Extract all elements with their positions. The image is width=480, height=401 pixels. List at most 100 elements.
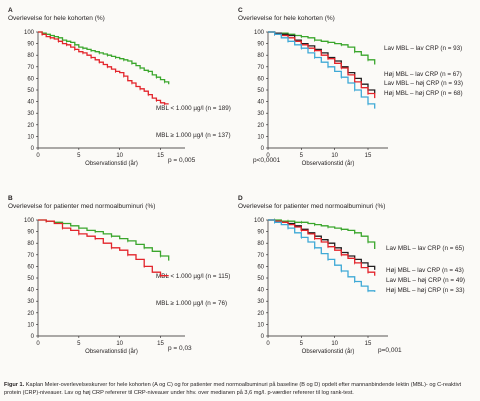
x-tick-label: 0: [36, 153, 40, 159]
x-axis-label: Observationstid (år): [302, 160, 355, 167]
y-tick-label: 0: [261, 334, 265, 340]
x-tick-label: 0: [266, 341, 270, 347]
x-tick-label: 10: [331, 341, 338, 347]
y-tick-label: 0: [31, 146, 35, 152]
x-tick-label: 10: [116, 341, 123, 347]
y-tick-label: 70: [27, 253, 34, 259]
y-tick-label: 80: [27, 53, 34, 59]
y-tick-label: 80: [27, 241, 34, 247]
series-label: Lav MBL – lav CRP (n = 65): [386, 245, 464, 252]
y-tick-label: 100: [254, 30, 265, 36]
y-tick-label: 10: [257, 134, 264, 140]
y-tick-label: 100: [24, 30, 35, 36]
x-tick-label: 15: [365, 153, 372, 159]
x-tick-label: 5: [77, 341, 81, 347]
panel-title: Overlevelse for patienter med normoalbum…: [8, 203, 155, 210]
y-tick-label: 30: [257, 299, 264, 305]
y-tick-label: 100: [24, 218, 35, 224]
x-tick-label: 15: [157, 153, 164, 159]
series-label: Lav MBL – høj CRP (n = 93): [384, 80, 463, 87]
caption-label: Figur 1.: [4, 382, 25, 388]
series-line: [268, 219, 376, 276]
y-tick-label: 30: [27, 111, 34, 117]
x-tick-label: 15: [365, 341, 372, 347]
y-tick-label: 20: [257, 311, 264, 317]
y-tick-label: 50: [27, 276, 34, 282]
panel-title: Overlevelse for patienter med normoalbum…: [238, 203, 385, 210]
y-tick-label: 90: [257, 230, 264, 236]
series-label: MBL < 1.000 µg/l (n = 115): [156, 273, 230, 280]
y-tick-label: 60: [27, 76, 34, 82]
y-tick-label: 0: [31, 334, 35, 340]
p-value: p = 0,005: [168, 157, 196, 164]
y-tick-label: 70: [27, 65, 34, 71]
series-label: Lav MBL – høj CRP (n = 49): [386, 277, 465, 284]
y-tick-label: 70: [257, 65, 264, 71]
y-tick-label: 50: [257, 88, 264, 94]
y-tick-label: 90: [27, 42, 34, 48]
series-label: Høj MBL – høj CRP (n = 68): [384, 90, 463, 97]
y-tick-label: 60: [27, 264, 34, 270]
series-line: [268, 219, 376, 292]
y-tick-label: 40: [257, 100, 264, 106]
y-tick-label: 40: [257, 288, 264, 294]
y-tick-label: 20: [257, 123, 264, 129]
series-label: Høj MBL – lav CRP (n = 67): [384, 71, 462, 78]
y-tick-label: 20: [27, 311, 34, 317]
series-line: [268, 31, 376, 109]
series-label: Lav MBL – lav CRP (n = 93): [384, 45, 462, 52]
y-tick-label: 100: [254, 218, 265, 224]
series-line: [268, 31, 376, 65]
y-tick-label: 40: [27, 288, 34, 294]
panel-letter: D: [238, 195, 243, 202]
x-tick-label: 15: [157, 341, 164, 347]
y-tick-label: 20: [27, 123, 34, 129]
y-tick-label: 50: [257, 276, 264, 282]
x-tick-label: 10: [116, 153, 123, 159]
x-tick-label: 5: [77, 153, 81, 159]
y-tick-label: 80: [257, 241, 264, 247]
y-tick-label: 10: [257, 322, 264, 328]
y-tick-label: 0: [261, 146, 265, 152]
x-axis-label: Observationstid (år): [85, 160, 138, 167]
series-label: MBL ≥ 1.000 µg/l (n = 137): [156, 132, 231, 139]
panel-title: Overlevelse for hele kohorten (%): [238, 15, 335, 22]
panel-letter: A: [8, 7, 13, 14]
x-tick-label: 0: [266, 153, 270, 159]
y-tick-label: 10: [27, 134, 34, 140]
panel-title: Overlevelse for hele kohorten (%): [8, 15, 105, 22]
y-tick-label: 30: [257, 111, 264, 117]
series-label: Høj MBL – høj CRP (n = 33): [386, 287, 465, 294]
y-tick-label: 90: [27, 230, 34, 236]
x-tick-label: 5: [300, 153, 304, 159]
caption-text: Kaplan Meier-overlevelseskurver for hele…: [4, 382, 462, 396]
y-tick-label: 30: [27, 299, 34, 305]
p-value: p=0,001: [378, 347, 402, 354]
series-label: Høj MBL – lav CRP (n = 43): [386, 267, 464, 274]
y-tick-label: 70: [257, 253, 264, 259]
x-tick-label: 10: [331, 153, 338, 159]
series-label: MBL ≥ 1.000 µg/l (n = 76): [156, 300, 227, 307]
y-tick-label: 80: [257, 53, 264, 59]
p-value: p<0,0001: [253, 157, 281, 164]
series-label: MBL < 1.000 µg/l (n = 189): [156, 105, 231, 112]
figure-caption: Figur 1. Kaplan Meier-overlevelseskurver…: [4, 381, 478, 397]
x-axis-label: Observationstid (år): [302, 348, 355, 355]
series-line: [38, 31, 170, 85]
y-tick-label: 40: [27, 100, 34, 106]
y-tick-label: 10: [27, 322, 34, 328]
p-value: p = 0,03: [168, 345, 192, 352]
series-line: [268, 31, 376, 99]
y-tick-label: 50: [27, 88, 34, 94]
series-line: [38, 31, 169, 105]
y-tick-label: 60: [257, 264, 264, 270]
x-tick-label: 5: [300, 341, 304, 347]
y-tick-label: 60: [257, 76, 264, 82]
panel-letter: B: [8, 195, 13, 202]
